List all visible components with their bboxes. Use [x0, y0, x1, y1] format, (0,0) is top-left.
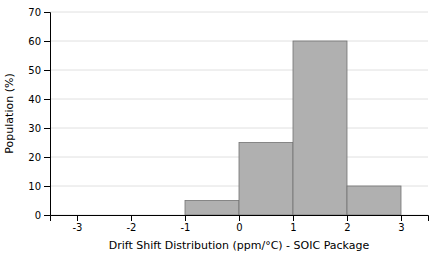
grid-line — [50, 12, 428, 13]
x-axis-title: Drift Shift Distribution (ppm/°C) - SOIC… — [109, 239, 370, 252]
tick-label: 10 — [28, 181, 41, 192]
tick-mark — [44, 157, 50, 158]
tick-label: 70 — [28, 7, 41, 18]
tick-label: -3 — [73, 222, 83, 233]
bar — [185, 201, 239, 216]
tick: 2 — [344, 215, 350, 233]
tick-mark — [44, 186, 50, 187]
tick-label: 1 — [290, 222, 296, 233]
tick-mark — [44, 70, 50, 71]
grid-line — [50, 41, 428, 42]
tick: 20 — [28, 152, 50, 163]
tick: -1 — [181, 215, 191, 233]
tick-label: 30 — [28, 123, 41, 134]
x-axis: -3 -2 -1 0 1 2 3 — [51, 215, 429, 233]
axis-line — [44, 13, 51, 216]
tick-label: 40 — [28, 94, 41, 105]
bar — [293, 41, 347, 215]
tick-mark — [239, 215, 240, 221]
tick: 10 — [28, 181, 50, 192]
axis-line — [51, 216, 429, 222]
tick-mark — [44, 41, 50, 42]
tick: 50 — [28, 65, 50, 76]
tick: 0 — [35, 210, 50, 221]
tick: 40 — [28, 94, 50, 105]
grid-line — [50, 99, 428, 100]
tick-mark — [293, 215, 294, 221]
tick-label: 50 — [28, 65, 41, 76]
tick-mark — [185, 215, 186, 221]
tick-mark — [347, 215, 348, 221]
grid-line — [50, 70, 428, 71]
tick: 0 — [236, 215, 242, 233]
chart: -3-2-10123010203040506070Drift Shift Dis… — [0, 0, 442, 257]
tick-label: 20 — [28, 152, 41, 163]
tick: 70 — [28, 7, 50, 18]
grid — [50, 12, 428, 215]
tick-label: 2 — [344, 222, 350, 233]
tick: -2 — [127, 215, 137, 233]
tick: 3 — [398, 215, 404, 233]
tick-label: -1 — [181, 222, 191, 233]
tick-mark — [401, 215, 402, 221]
grid-line — [50, 128, 428, 129]
tick-mark — [44, 128, 50, 129]
tick-mark — [131, 215, 132, 221]
y-axis: 0 10 20 30 40 50 60 70 — [28, 7, 50, 221]
tick-mark — [77, 215, 78, 221]
tick-label: 0 — [35, 210, 41, 221]
plot-area: -3-2-10123010203040506070 — [28, 7, 428, 233]
tick: -3 — [73, 215, 83, 233]
bar — [347, 186, 401, 215]
tick-mark — [44, 12, 50, 13]
tick-mark — [44, 215, 50, 216]
tick: 30 — [28, 123, 50, 134]
tick: 1 — [290, 215, 296, 233]
tick: 60 — [28, 36, 50, 47]
tick-label: 0 — [236, 222, 242, 233]
bar — [239, 143, 293, 216]
tick-mark — [44, 99, 50, 100]
tick-label: -2 — [127, 222, 137, 233]
tick-label: 3 — [398, 222, 404, 233]
y-axis-title: Population (%) — [3, 73, 16, 153]
bars — [185, 41, 401, 215]
tick-label: 60 — [28, 36, 41, 47]
